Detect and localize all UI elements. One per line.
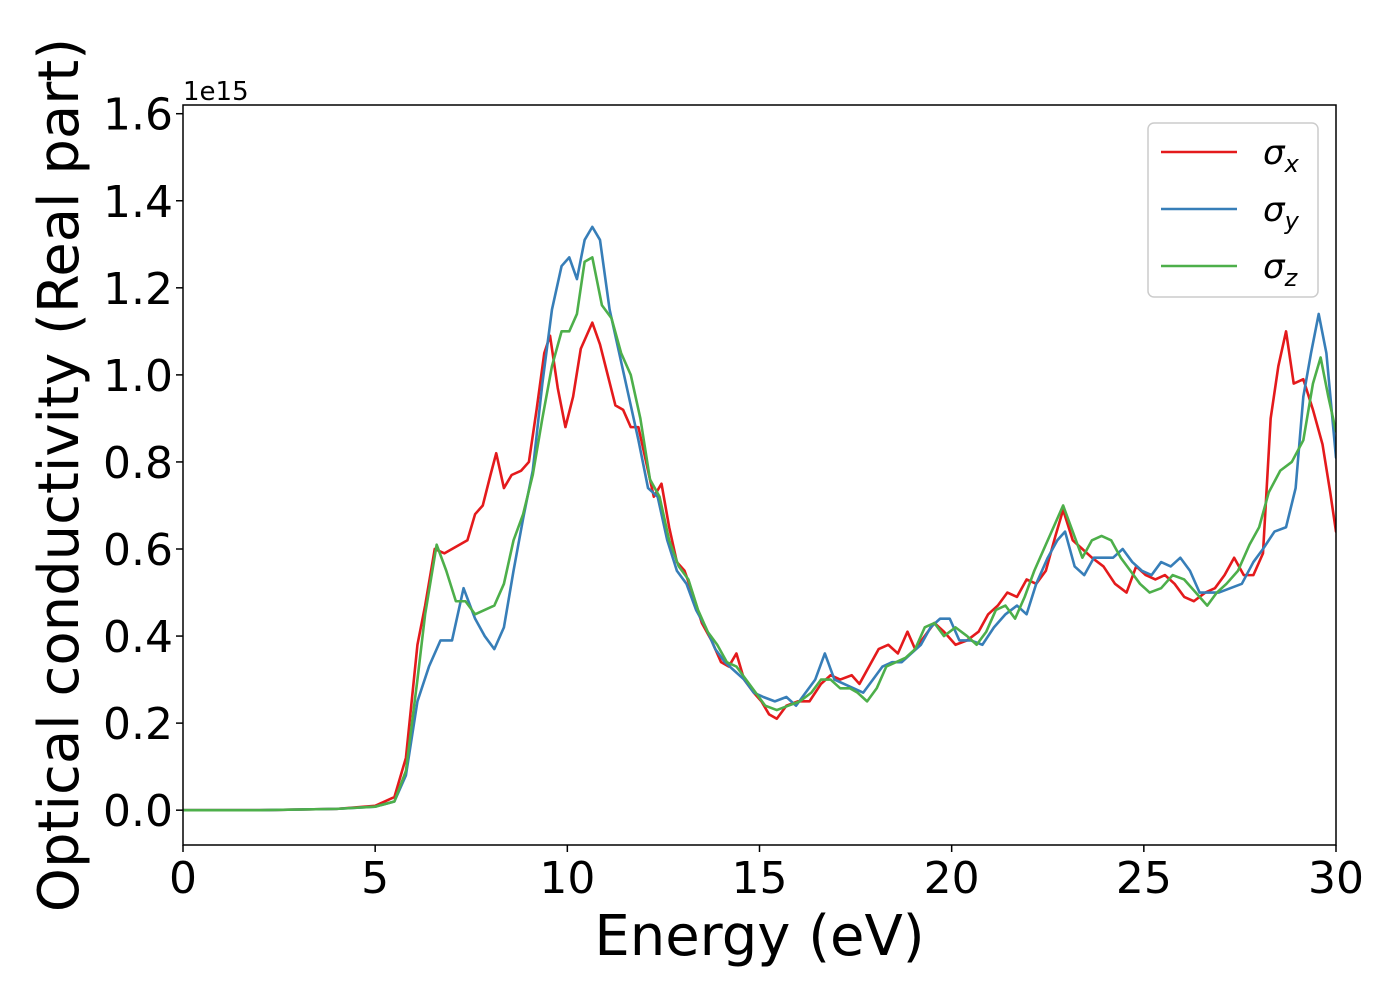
series-line-y: [183, 225, 1336, 812]
x-tick-label: 20: [924, 853, 980, 904]
y-axis-title: Optical conductivity (Real part): [27, 38, 92, 912]
y-tick-label: 1.0: [103, 351, 173, 402]
series-line-x: [183, 321, 1336, 812]
y-axis-ticks: 0.0 0.2 0.4 0.6 0.8 1.0 1.2 1.4 1.6: [103, 90, 183, 837]
y-tick-label: 0.8: [103, 438, 173, 489]
y-tick-label: 1.2: [103, 264, 173, 315]
x-tick-label: 0: [169, 853, 197, 904]
x-tick-label: 25: [1116, 853, 1172, 904]
series-layer: [183, 225, 1336, 812]
x-axis-title: Energy (eV): [594, 904, 924, 969]
legend-label-x: σx: [1263, 133, 1300, 178]
x-tick-label: 10: [539, 853, 595, 904]
legend-label-y: σy: [1263, 190, 1300, 235]
x-tick-label: 5: [361, 853, 389, 904]
y-tick-label: 1.6: [103, 90, 173, 141]
x-axis-ticks: 0 5 10 15 20 25 30: [169, 845, 1364, 904]
x-tick-label: 30: [1308, 853, 1364, 904]
y-offset-label: 1e15: [183, 77, 249, 107]
y-tick-label: 0.4: [103, 612, 173, 663]
legend-label-z: σz: [1263, 247, 1299, 292]
x-tick-label: 15: [732, 853, 788, 904]
y-tick-label: 0.2: [103, 699, 173, 750]
y-tick-label: 0.6: [103, 525, 173, 576]
legend: σx σy σz: [1147, 122, 1319, 298]
y-tick-label: 0.0: [103, 786, 173, 837]
y-tick-label: 1.4: [103, 177, 173, 228]
series-line-z: [183, 256, 1336, 812]
